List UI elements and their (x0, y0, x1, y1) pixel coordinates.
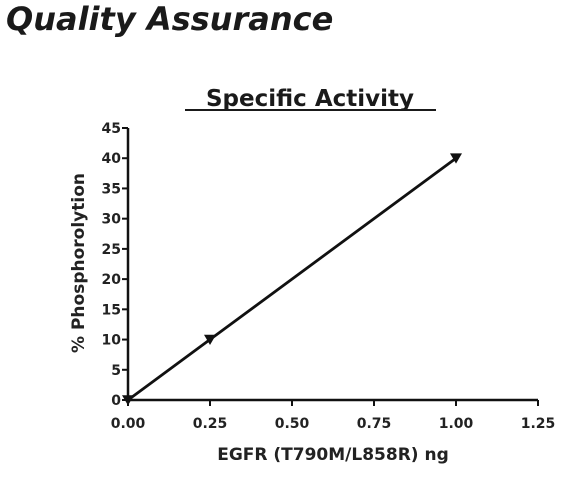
y-tick-label: 25 (102, 242, 121, 258)
chart-ticks: 0 5 10 15 20 25 30 35 40 45 0.00 0.25 0.50 0.75 1.00 1.… (102, 121, 556, 432)
chart-axes (126, 128, 538, 402)
y-tick-label: 10 (102, 333, 122, 349)
x-axis-label: EGFR (T790M/L858R) ng (217, 445, 449, 465)
y-tick-label: 30 (102, 212, 122, 228)
y-tick-label: 35 (102, 181, 121, 197)
y-tick-label: 45 (102, 121, 121, 137)
data-point-marker (122, 395, 134, 406)
x-tick-label: 0.25 (193, 416, 228, 432)
x-tick-label: 1.25 (521, 416, 556, 432)
y-tick-label: 0 (111, 393, 121, 409)
y-tick-label: 15 (102, 302, 121, 318)
y-axis-label: % Phosphorolytion (69, 173, 89, 353)
data-point-marker (204, 334, 216, 345)
chart-title: Specific Activity (206, 86, 414, 112)
x-tick-label: 0.75 (357, 416, 392, 432)
x-tick-label: 0.00 (111, 416, 146, 432)
y-tick-label: 5 (111, 363, 121, 379)
chart-series (122, 153, 462, 406)
data-point-marker (450, 153, 462, 164)
x-tick-label: 1.00 (439, 416, 474, 432)
x-tick-label: 0.50 (275, 416, 310, 432)
y-tick-label: 40 (102, 151, 122, 167)
y-tick-label: 20 (102, 272, 122, 288)
series-line (127, 157, 457, 402)
page-heading: Quality Assurance (6, 0, 334, 38)
